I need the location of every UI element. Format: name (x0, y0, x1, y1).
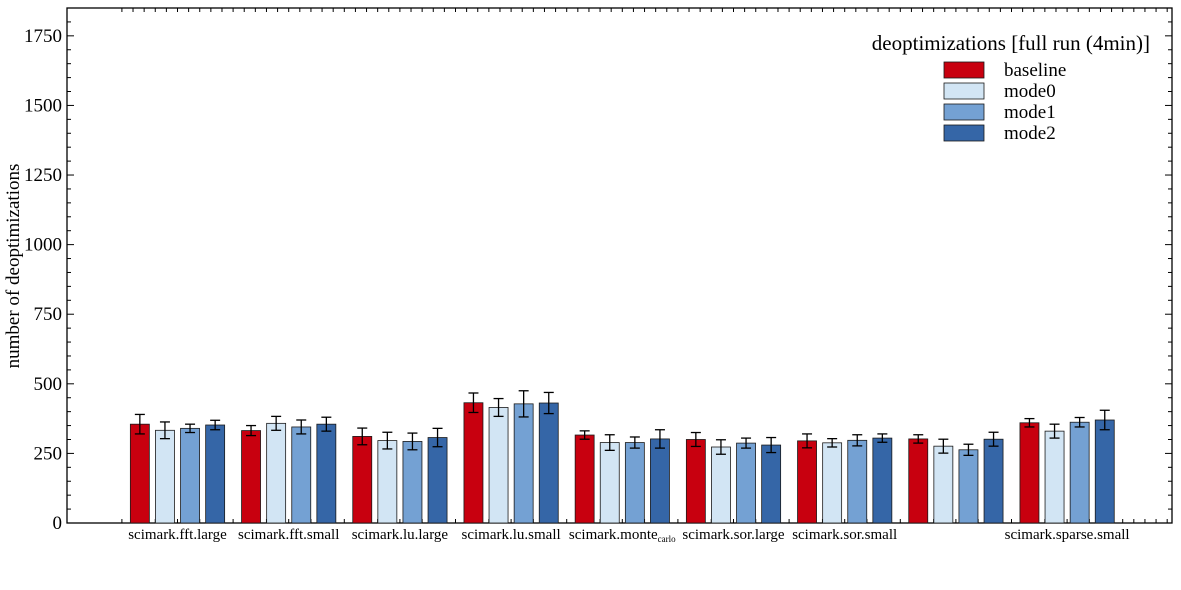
legend-swatch-mode0 (943, 82, 985, 100)
y-axis-title: number of deoptimizations (3, 164, 24, 369)
legend-label-baseline: baseline (1004, 60, 1066, 81)
x-tick-label: scimark.lu.large (352, 527, 449, 543)
bars (129, 390, 1115, 524)
y-tick-label: 750 (34, 304, 63, 325)
bar-mode2 (205, 424, 226, 524)
bar-mode2 (316, 423, 337, 524)
bar-mode0 (933, 445, 954, 524)
y-tick-label: 0 (53, 513, 63, 534)
bar-mode0 (711, 446, 731, 524)
bar-mode2 (761, 444, 782, 524)
y-tick-label: 1500 (24, 95, 62, 116)
legend-swatch-baseline (943, 61, 985, 79)
x-axis-labels: scimark.fft.large scimark.fft.small scimar… (128, 527, 1129, 544)
legend-label-mode0: mode0 (1004, 81, 1056, 102)
bar-baseline (908, 438, 929, 524)
bar-mode1 (291, 426, 312, 524)
bar-mode1 (847, 439, 868, 524)
bar-mode1 (736, 442, 756, 524)
bar-baseline (463, 402, 484, 524)
x-tick-label: scimark.fft.large (128, 527, 227, 543)
bar-baseline (241, 430, 261, 524)
bar-baseline (574, 434, 595, 524)
bar-mode0 (822, 442, 843, 524)
bar-mode2 (983, 438, 1004, 524)
y-tick-label: 1250 (24, 165, 62, 186)
legend-swatch-mode2 (943, 124, 985, 142)
bar-mode1 (513, 403, 534, 524)
bar-mode0 (377, 440, 398, 524)
legend: deoptimizations [full run (4min)] baseli… (872, 31, 1150, 144)
bar-mode1 (958, 449, 979, 524)
bar-mode0 (599, 442, 620, 524)
bar-baseline (352, 436, 373, 524)
bar-baseline (1019, 422, 1040, 524)
x-tick-label: scimark.lu.small (462, 527, 561, 543)
bar-mode2 (538, 402, 559, 524)
x-tick-label: scimark.sor.large (682, 527, 785, 543)
legend-title: deoptimizations [full run (4min)] (872, 31, 1150, 55)
x-tick-label: scimark.sor.small (792, 527, 897, 543)
bar-mode2 (872, 437, 893, 524)
bar-mode1 (1069, 421, 1090, 524)
bar-mode0 (1044, 430, 1065, 524)
y-tick-label: 500 (34, 374, 63, 395)
bar-mode0 (155, 429, 175, 524)
y-tick-label: 1000 (24, 235, 62, 256)
y-tick-label: 1750 (24, 26, 62, 47)
x-tick-label: scimark.montecarlo (569, 527, 676, 544)
legend-label-mode2: mode2 (1004, 123, 1056, 144)
bar-mode0 (488, 407, 509, 524)
bar-mode1 (180, 427, 200, 524)
x-tick-label: scimark.fft.small (238, 527, 339, 543)
bar-mode2 (1094, 419, 1115, 524)
bar-mode2 (650, 438, 670, 524)
bar-mode0 (266, 422, 287, 524)
bar-baseline (685, 439, 706, 524)
legend-swatch-mode1 (943, 103, 985, 121)
legend-label-mode1: mode1 (1004, 102, 1056, 123)
bar-mode2 (427, 437, 448, 524)
bar-baseline (797, 440, 817, 524)
bar-mode1 (624, 442, 645, 524)
bar-mode1 (402, 441, 423, 524)
bar-baseline (129, 423, 150, 524)
x-tick-label: scimark.sparse.small (1005, 527, 1130, 543)
y-tick-label: 250 (34, 443, 63, 464)
